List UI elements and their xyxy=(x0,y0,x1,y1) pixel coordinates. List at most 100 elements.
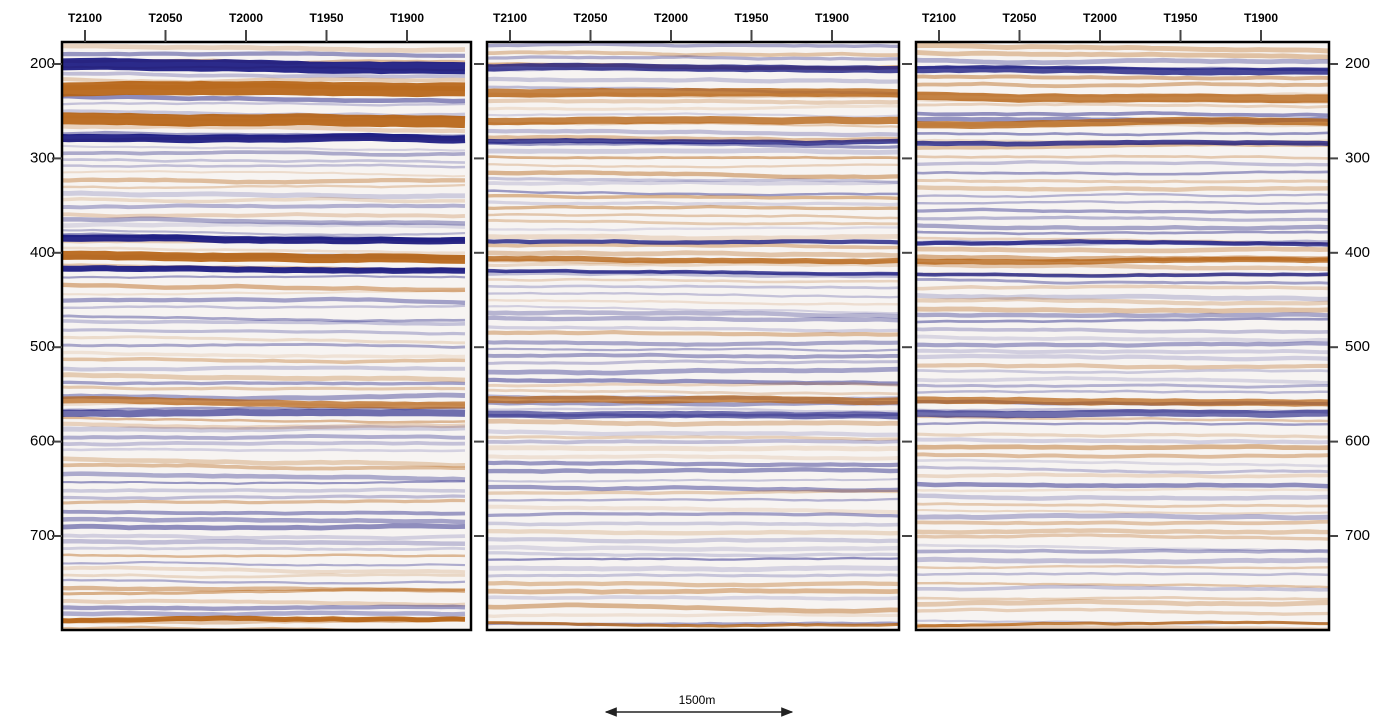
reflector xyxy=(916,383,1329,389)
reflector xyxy=(916,131,1329,137)
depth-label-right: 400 xyxy=(1345,244,1370,261)
reflector xyxy=(487,233,899,242)
reflector xyxy=(62,538,466,546)
reflector xyxy=(62,274,466,279)
reflector xyxy=(916,437,1329,445)
reflector xyxy=(487,304,899,315)
reflector xyxy=(62,328,466,336)
reflector xyxy=(487,212,899,220)
reflector xyxy=(62,434,465,441)
reflector xyxy=(62,43,466,53)
reflector xyxy=(487,382,899,388)
reflector xyxy=(62,335,466,345)
reflector xyxy=(916,581,1329,589)
reflector xyxy=(62,123,466,134)
top-label: T2100 xyxy=(922,11,956,25)
reflector xyxy=(62,282,466,293)
reflector xyxy=(62,350,466,359)
reflector xyxy=(487,170,899,180)
reflector xyxy=(62,234,466,245)
reflector xyxy=(487,565,899,573)
reflector xyxy=(487,340,899,347)
reflector xyxy=(916,192,1329,199)
reflector xyxy=(62,212,466,219)
reflector xyxy=(916,334,1329,344)
reflector xyxy=(487,200,899,207)
reflector xyxy=(487,189,899,197)
reflector xyxy=(487,388,899,396)
reflector xyxy=(916,293,1329,302)
depth-label-left: 200 xyxy=(30,55,55,72)
reflector xyxy=(62,296,466,305)
reflector xyxy=(62,406,466,412)
reflector xyxy=(62,533,466,541)
reflector xyxy=(916,91,1329,104)
top-label: T2050 xyxy=(148,11,182,25)
reflector xyxy=(487,291,899,299)
reflector xyxy=(62,456,466,468)
reflector xyxy=(487,602,899,614)
reflector xyxy=(487,467,899,474)
reflector xyxy=(916,543,1329,553)
reflector xyxy=(487,521,899,527)
reflector xyxy=(487,484,899,493)
reflector xyxy=(62,447,466,453)
reflector xyxy=(487,104,899,111)
reflector xyxy=(487,330,899,337)
reflector xyxy=(916,74,1329,81)
reflector xyxy=(62,57,466,75)
reflector xyxy=(62,177,466,185)
reflector xyxy=(487,580,899,588)
reflector xyxy=(916,261,1329,272)
reflector xyxy=(62,80,466,98)
top-label: T1950 xyxy=(309,11,343,25)
reflector xyxy=(916,102,1329,109)
reflector xyxy=(487,556,899,561)
reflector xyxy=(487,595,899,601)
reflector xyxy=(916,116,1329,130)
top-label: T2050 xyxy=(1002,11,1036,25)
reflector xyxy=(62,416,466,424)
reflector xyxy=(487,544,899,552)
reflector xyxy=(62,314,466,323)
reflector xyxy=(62,523,466,531)
reflector xyxy=(62,163,466,169)
reflector xyxy=(487,587,899,595)
reflector xyxy=(916,564,1329,570)
reflector xyxy=(916,572,1329,577)
reflector xyxy=(62,587,466,596)
reflector xyxy=(487,239,899,245)
reflector xyxy=(487,262,899,268)
reflector xyxy=(916,215,1329,222)
reflector xyxy=(62,221,466,229)
reflector xyxy=(62,203,466,210)
reflector xyxy=(916,421,1329,426)
reflector xyxy=(487,55,899,61)
reflector xyxy=(916,502,1329,509)
reflector xyxy=(62,471,466,482)
reflector xyxy=(487,621,899,628)
reflector xyxy=(62,462,465,471)
reflector xyxy=(62,585,466,593)
depth-label-left: 400 xyxy=(30,244,55,261)
reflector xyxy=(487,277,899,284)
top-label: T1950 xyxy=(1163,11,1197,25)
reflector xyxy=(487,453,899,461)
reflector xyxy=(916,327,1329,334)
reflector xyxy=(62,425,466,433)
reflector xyxy=(62,380,466,386)
reflector xyxy=(62,228,466,236)
reflector xyxy=(916,607,1329,616)
reflector xyxy=(487,298,899,306)
reflector xyxy=(487,62,899,74)
reflector xyxy=(916,362,1329,370)
reflector xyxy=(62,132,466,144)
reflector xyxy=(916,139,1329,147)
reflector xyxy=(916,556,1329,565)
reflector xyxy=(916,306,1329,314)
panel-frame xyxy=(485,40,901,632)
reflector xyxy=(62,487,466,493)
reflector xyxy=(916,368,1329,375)
reflector xyxy=(487,309,899,319)
